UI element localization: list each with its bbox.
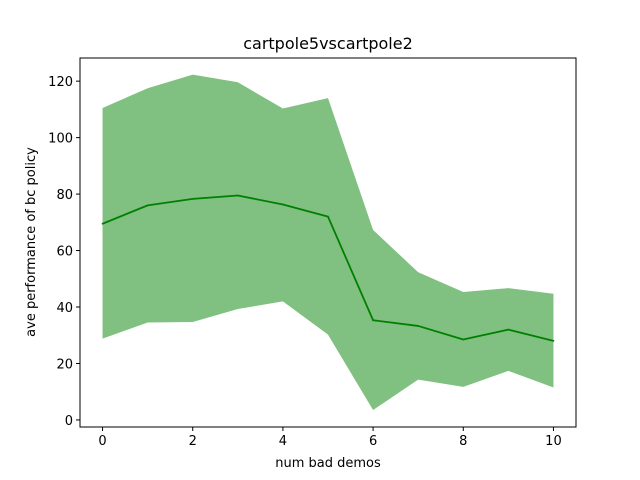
confidence-band (102, 74, 554, 411)
x-tick-label: 6 (369, 434, 377, 449)
x-tick-label: 10 (545, 434, 562, 449)
data-point (462, 338, 465, 341)
data-point (146, 204, 149, 207)
x-tick-label: 4 (279, 434, 287, 449)
data-point (191, 197, 194, 200)
plot-frame (79, 57, 577, 428)
data-point (327, 215, 329, 218)
data-point (282, 203, 284, 206)
x-tick-label: 8 (459, 434, 467, 449)
y-axis-title: ave performance of bc policy (24, 147, 39, 337)
y-tick-label: 40 (56, 301, 73, 316)
data-point (372, 319, 374, 322)
chart-title: cartpole5vscartpole2 (243, 34, 413, 53)
data-point (417, 325, 420, 327)
y-tick-label: 0 (65, 414, 73, 429)
data-point (236, 194, 239, 197)
y-tick-label: 80 (56, 188, 73, 203)
x-axis-title: num bad demos (275, 456, 381, 471)
y-tick-label: 120 (48, 75, 73, 90)
y-tick-label: 20 (56, 357, 73, 372)
y-tick-label: 100 (48, 132, 73, 147)
data-point (552, 339, 555, 342)
data-point (507, 328, 510, 331)
x-tick-label: 0 (98, 434, 106, 449)
x-tick-label: 2 (189, 434, 197, 449)
y-tick-label: 60 (56, 245, 73, 260)
data-point (101, 222, 104, 225)
